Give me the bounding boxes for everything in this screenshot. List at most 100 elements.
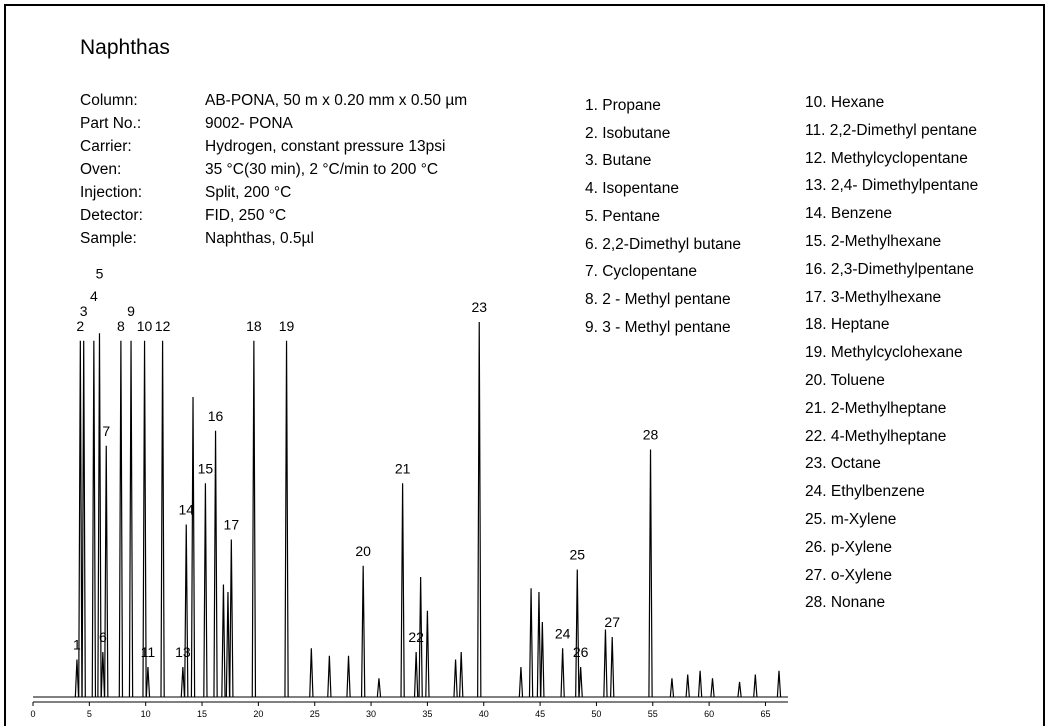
peak	[376, 678, 382, 698]
x-tick-label: 10	[141, 709, 151, 719]
peak-label: 5	[96, 265, 104, 281]
peak-label: 7	[102, 423, 110, 439]
peak	[603, 629, 608, 698]
compound: 6. 2,2-Dimethyl butane	[585, 235, 741, 253]
x-tick-label: 15	[197, 709, 207, 719]
compound: 17. 3-Methylhexane	[805, 288, 942, 306]
peak	[74, 659, 80, 698]
info-value: Split, 200 °C	[205, 184, 292, 201]
x-tick-label: 65	[760, 709, 770, 719]
peak-label: 3	[80, 303, 88, 319]
compound: 13. 2,4- Dimethylpentane	[805, 177, 979, 195]
info-label: Sample:	[80, 230, 137, 247]
peak	[327, 655, 332, 698]
peak	[360, 565, 366, 698]
peak-label: 23	[471, 299, 487, 315]
x-tick-label: 45	[535, 709, 545, 719]
peak	[309, 648, 314, 698]
compound: 23. Octane	[805, 455, 881, 473]
info-value: FID, 250 °C	[205, 207, 287, 224]
info-value: Hydrogen, constant pressure 13psi	[205, 138, 446, 155]
peak	[528, 588, 534, 698]
compound: 16. 2,3-Dimethylpentane	[805, 260, 974, 278]
peak	[536, 591, 542, 698]
compound: 9. 3 - Methyl pentane	[585, 318, 731, 336]
compound: 21. 2-Methylheptane	[805, 399, 947, 417]
compound: 11. 2,2-Dimethyl pentane	[805, 121, 978, 139]
compound: 2. Isobutane	[585, 124, 671, 142]
info-label: Detector:	[80, 207, 143, 224]
compound: 15. 2-Methylhexane	[805, 233, 942, 250]
peak	[477, 321, 482, 698]
peak	[518, 666, 524, 698]
peak-label: 9	[127, 303, 135, 319]
peak	[413, 651, 419, 698]
peak	[81, 340, 86, 698]
peak-label: 21	[395, 460, 411, 476]
peak	[160, 340, 165, 698]
x-tick-label: 55	[648, 709, 658, 719]
peak	[213, 430, 218, 698]
peak-label: 10	[137, 318, 153, 334]
frame	[4, 4, 1045, 726]
peak-label: 18	[246, 318, 262, 334]
peak-label: 2	[76, 318, 84, 334]
peak-label: 12	[155, 318, 171, 334]
peak	[190, 396, 196, 698]
peak-label: 24	[555, 625, 571, 641]
compound: 26. p-Xylene	[805, 538, 893, 556]
peak	[221, 584, 226, 698]
peak	[97, 333, 102, 698]
peak	[685, 674, 690, 698]
peak	[91, 340, 97, 698]
x-tick-label: 20	[253, 709, 263, 719]
compound: 24. Ethylbenzene	[805, 483, 925, 501]
x-tick-label: 60	[704, 709, 714, 719]
info-label: Column:	[80, 92, 138, 109]
peak-label: 19	[279, 318, 295, 334]
peak	[610, 636, 615, 698]
peak	[225, 591, 231, 698]
peak	[710, 678, 715, 698]
x-tick-label: 35	[422, 709, 432, 719]
compound: 19. Methylcyclohexane	[805, 344, 963, 362]
info-value: AB-PONA, 50 m x 0.20 mm x 0.50 µm	[205, 92, 468, 109]
peak	[453, 659, 458, 698]
compound: 27. o-Xylene	[805, 566, 893, 584]
compound: 3. Butane	[585, 152, 652, 170]
compound: 10. Hexane	[805, 94, 885, 111]
peak-label: 15	[198, 460, 214, 476]
peak	[575, 569, 580, 698]
peak-label: 13	[175, 644, 191, 660]
compound: 5. Pentane	[585, 207, 660, 225]
info-label: Oven:	[80, 161, 122, 178]
peak	[697, 670, 703, 698]
peak	[118, 340, 124, 698]
info-value: Naphthas, 0.5µl	[205, 230, 314, 247]
peak-label: 20	[355, 543, 371, 559]
peak-label: 16	[208, 408, 224, 424]
peak-label: 8	[117, 318, 125, 334]
peak	[346, 655, 351, 698]
peak	[184, 524, 189, 698]
peak	[425, 610, 430, 698]
peak-label: 25	[569, 547, 585, 563]
peak	[251, 340, 257, 698]
peak	[669, 678, 675, 698]
peak	[560, 648, 565, 698]
compound: 28. Nonane	[805, 594, 886, 612]
peak	[578, 666, 583, 698]
peak	[737, 681, 742, 698]
peak-label: 14	[178, 502, 194, 518]
compound: 25. m-Xylene	[805, 511, 897, 528]
peak	[400, 483, 405, 698]
peak-label: 27	[604, 614, 620, 630]
peak	[203, 483, 208, 698]
compound: 22. 4-Methylheptane	[805, 427, 947, 445]
compound: 12. Methylcyclopentane	[805, 149, 968, 167]
peak	[104, 445, 109, 698]
x-tick-label: 5	[87, 709, 92, 719]
compound: 4. Isopentane	[585, 180, 679, 198]
